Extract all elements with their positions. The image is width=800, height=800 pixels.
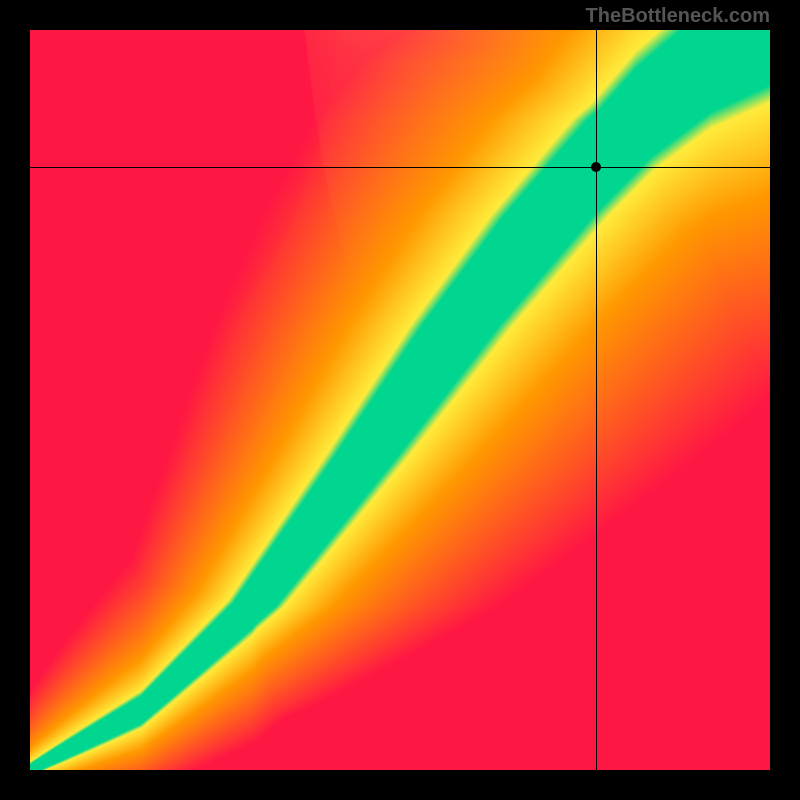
crosshair-vertical [596,30,597,770]
crosshair-point [591,162,601,172]
watermark-text: TheBottleneck.com [586,5,770,28]
heatmap-canvas [30,30,770,770]
crosshair-horizontal [30,167,770,168]
plot-area [30,30,770,770]
